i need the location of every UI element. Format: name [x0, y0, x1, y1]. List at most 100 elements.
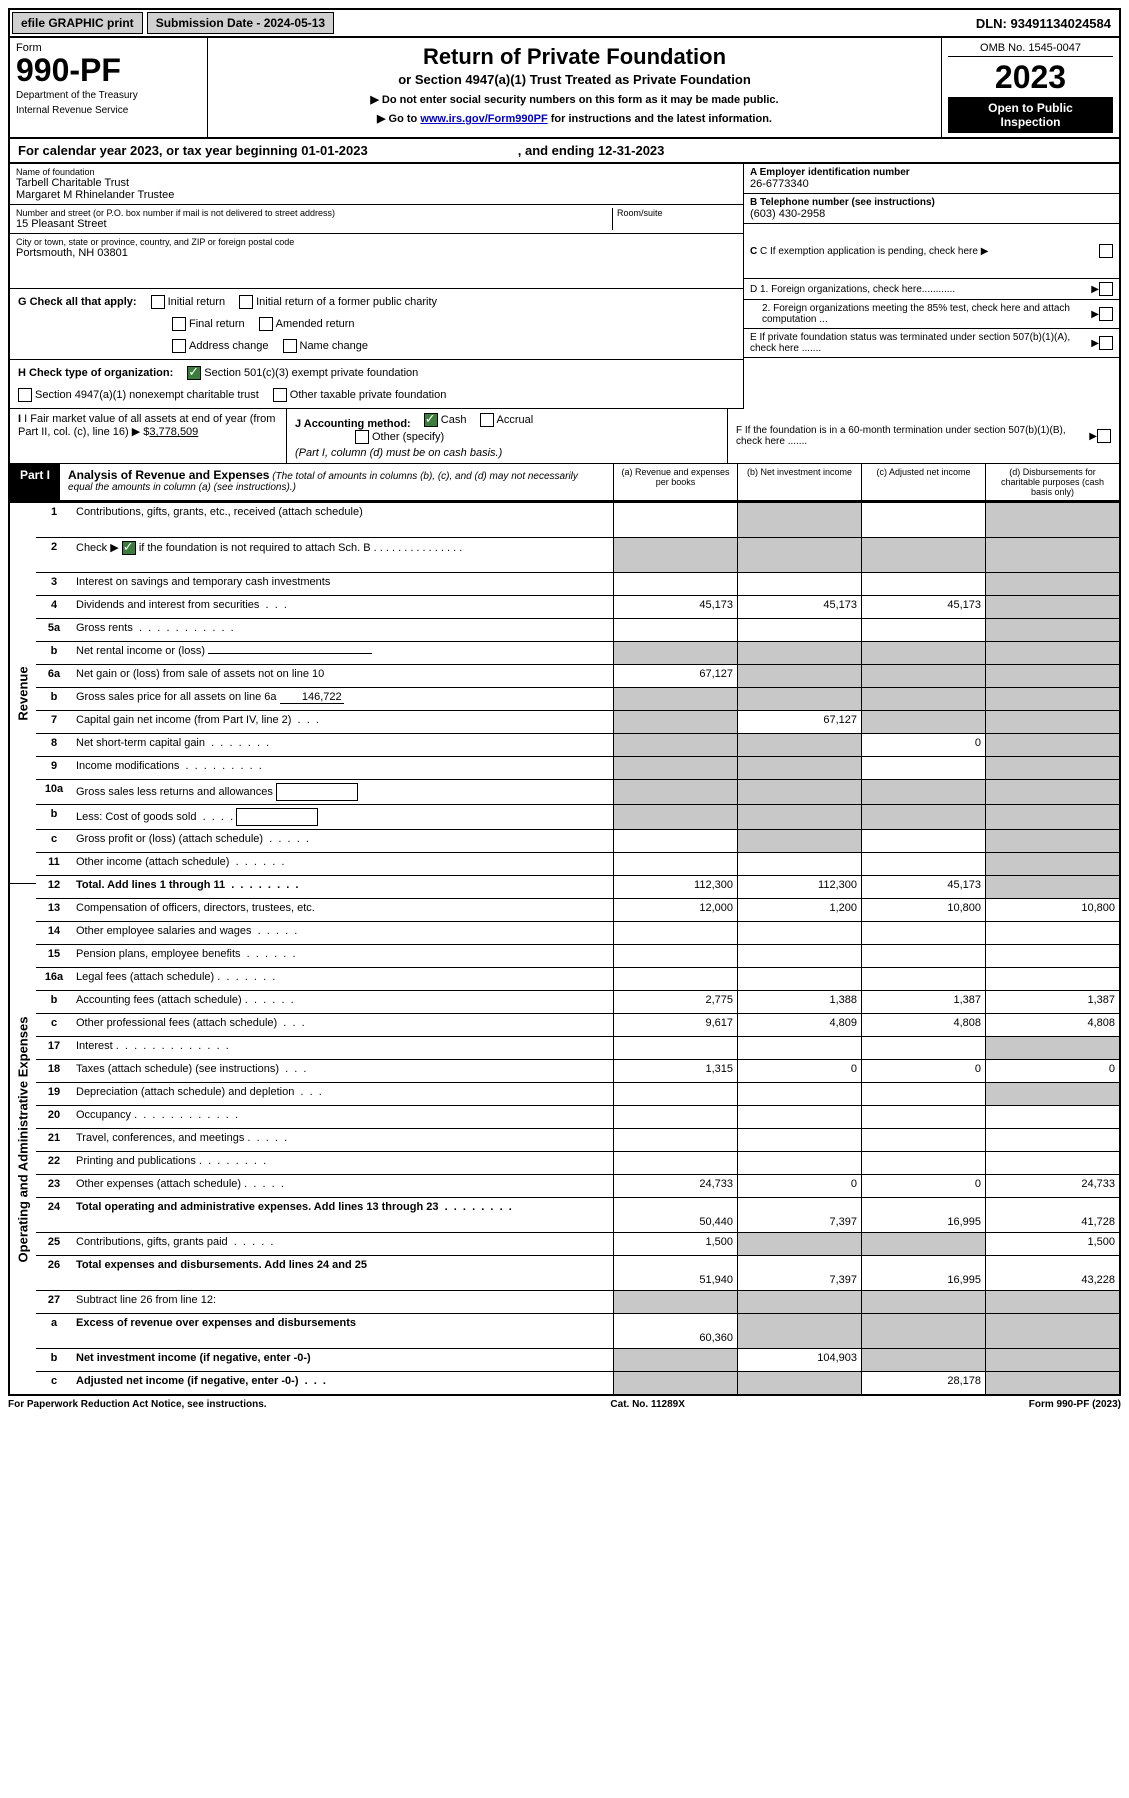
r24d: 41,728 [985, 1198, 1119, 1232]
l13-desc: Compensation of officers, directors, tru… [72, 899, 613, 921]
cb-f[interactable] [1097, 429, 1111, 443]
cb-d1[interactable] [1099, 282, 1113, 296]
l6b-desc: Gross sales price for all assets on line… [72, 688, 613, 710]
l15-desc: Pension plans, employee benefits . . . .… [72, 945, 613, 967]
ein-val: 26-6773340 [750, 178, 1113, 190]
cb-c[interactable] [1099, 244, 1113, 258]
header-left: Form 990-PF Department of the Treasury I… [10, 38, 208, 137]
footer-right: Form 990-PF (2023) [1029, 1399, 1121, 1410]
l2-desc: Check ▶ if the foundation is not require… [72, 538, 613, 572]
r4b: 45,173 [737, 596, 861, 618]
cb-name[interactable] [283, 339, 297, 353]
l5b-desc: Net rental income or (loss) [72, 642, 613, 664]
h-other-tax: Other taxable private foundation [290, 389, 447, 401]
rows-container: 1Contributions, gifts, grants, etc., rec… [36, 502, 1119, 1394]
cb-amended[interactable] [259, 317, 273, 331]
r16ca: 9,617 [613, 1014, 737, 1036]
g-final: Final return [189, 318, 245, 330]
cb-e[interactable] [1099, 336, 1113, 350]
cb-cash[interactable] [424, 413, 438, 427]
r6aa: 67,127 [613, 665, 737, 687]
g-initial-former: Initial return of a former public charit… [256, 296, 437, 308]
l26-desc: Total expenses and disbursements. Add li… [72, 1256, 613, 1290]
i-pre: ▶ $ [132, 426, 150, 438]
r26d: 43,228 [985, 1256, 1119, 1290]
r16ba: 2,775 [613, 991, 737, 1013]
h-501c3: Section 501(c)(3) exempt private foundat… [204, 367, 418, 379]
name-row: Name of foundation Tarbell Charitable Tr… [10, 164, 743, 205]
col-d-head: (d) Disbursements for charitable purpose… [985, 464, 1119, 500]
l14-desc: Other employee salaries and wages . . . … [72, 922, 613, 944]
row-1: 1Contributions, gifts, grants, etc., rec… [36, 502, 1119, 537]
d2-label: 2. Foreign organizations meeting the 85%… [750, 303, 1091, 325]
r16bd: 1,387 [985, 991, 1119, 1013]
cb-other-tax[interactable] [273, 388, 287, 402]
cb-initial-former[interactable] [239, 295, 253, 309]
l16a-desc: Legal fees (attach schedule) . . . . . .… [72, 968, 613, 990]
cb-501c3[interactable] [187, 366, 201, 380]
dln: DLN: 93491134024584 [968, 13, 1119, 34]
ij-row: I I Fair market value of all assets at e… [8, 409, 1121, 464]
row-24: 24Total operating and administrative exp… [36, 1197, 1119, 1232]
r16cd: 4,808 [985, 1014, 1119, 1036]
fmv-val: 3,778,509 [149, 426, 198, 438]
b-row: B Telephone number (see instructions) (6… [744, 194, 1119, 224]
row-21: 21Travel, conferences, and meetings . . … [36, 1128, 1119, 1151]
col-c-head: (c) Adjusted net income [861, 464, 985, 500]
form-title: Return of Private Foundation [218, 44, 931, 70]
cb-accrual[interactable] [480, 413, 494, 427]
cb-other-method[interactable] [355, 430, 369, 444]
irs-link[interactable]: www.irs.gov/Form990PF [420, 113, 547, 125]
room-label: Room/suite [617, 208, 737, 218]
g-name: Name change [300, 340, 369, 352]
efile-print-button[interactable]: efile GRAPHIC print [12, 12, 143, 34]
row-16b: bAccounting fees (attach schedule) . . .… [36, 990, 1119, 1013]
side-labels: Revenue Operating and Administrative Exp… [10, 502, 36, 1394]
cb-schb[interactable] [122, 541, 136, 555]
cal-pre: For calendar year 2023, or tax year begi… [18, 143, 368, 158]
l5a-desc: Gross rents . . . . . . . . . . . [72, 619, 613, 641]
form-subtitle: or Section 4947(a)(1) Trust Treated as P… [218, 72, 931, 87]
r26a: 51,940 [613, 1256, 737, 1290]
row-12: 12Total. Add lines 1 through 11 . . . . … [36, 875, 1119, 898]
row-15: 15Pension plans, employee benefits . . .… [36, 944, 1119, 967]
side-expenses: Operating and Administrative Expenses [10, 883, 36, 1394]
b-label: B Telephone number (see instructions) [750, 197, 1113, 208]
main-table: Revenue Operating and Administrative Exp… [8, 502, 1121, 1396]
l25-desc: Contributions, gifts, grants paid . . . … [72, 1233, 613, 1255]
row-6a: 6aNet gain or (loss) from sale of assets… [36, 664, 1119, 687]
l16b-desc: Accounting fees (attach schedule) . . . … [72, 991, 613, 1013]
row-6b: bGross sales price for all assets on lin… [36, 687, 1119, 710]
g-initial: Initial return [168, 296, 225, 308]
form-number: 990-PF [16, 54, 201, 86]
row-18: 18Taxes (attach schedule) (see instructi… [36, 1059, 1119, 1082]
l8-desc: Net short-term capital gain . . . . . . … [72, 734, 613, 756]
l10c-desc: Gross profit or (loss) (attach schedule)… [72, 830, 613, 852]
dept-irs: Internal Revenue Service [16, 105, 201, 116]
note2-post: for instructions and the latest informat… [548, 113, 772, 125]
l6b-val: 146,722 [280, 691, 344, 704]
f-cell: F If the foundation is in a 60-month ter… [728, 409, 1119, 463]
l9-desc: Income modifications . . . . . . . . . [72, 757, 613, 779]
cb-final[interactable] [172, 317, 186, 331]
r4c: 45,173 [861, 596, 985, 618]
cb-address[interactable] [172, 339, 186, 353]
row-7: 7Capital gain net income (from Part IV, … [36, 710, 1119, 733]
name-label: Name of foundation [16, 167, 737, 177]
d2-row: 2. Foreign organizations meeting the 85%… [744, 300, 1119, 329]
j-note: (Part I, column (d) must be on cash basi… [295, 447, 719, 459]
note-link: ▶ Go to www.irs.gov/Form990PF for instru… [218, 112, 931, 125]
cb-initial[interactable] [151, 295, 165, 309]
l23-desc: Other expenses (attach schedule) . . . .… [72, 1175, 613, 1197]
open-public: Open to Public Inspection [948, 97, 1113, 133]
cb-4947[interactable] [18, 388, 32, 402]
r24a: 50,440 [613, 1198, 737, 1232]
j-accrual: Accrual [497, 414, 534, 426]
i-cell: I I Fair market value of all assets at e… [10, 409, 287, 463]
r18d: 0 [985, 1060, 1119, 1082]
h-4947: Section 4947(a)(1) nonexempt charitable … [35, 389, 259, 401]
g-address: Address change [189, 340, 269, 352]
header-center: Return of Private Foundation or Section … [208, 38, 941, 137]
cb-d2[interactable] [1099, 307, 1113, 321]
g-amended: Amended return [276, 318, 355, 330]
